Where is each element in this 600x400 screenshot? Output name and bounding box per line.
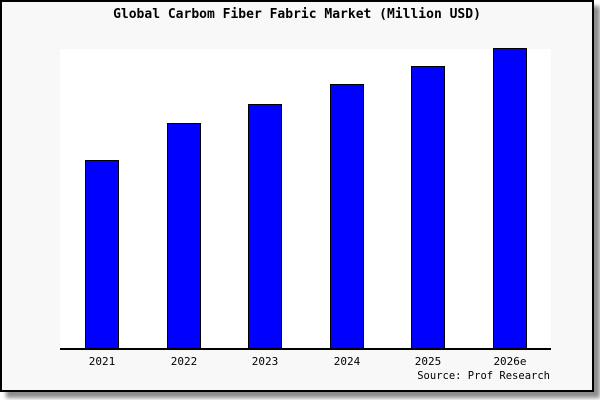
x-tick-label-2023: 2023	[251, 355, 279, 368]
x-tick-label-2021: 2021	[88, 355, 116, 368]
chart-frame: Global Carbom Fiber Fabric Market (Milli…	[0, 0, 594, 392]
bar-2022	[167, 123, 201, 348]
x-tick-label-2026e: 2026e	[493, 355, 527, 368]
source-note: Source: Prof Research	[417, 370, 550, 382]
bar-2025	[411, 66, 445, 348]
chart-title: Global Carbom Fiber Fabric Market (Milli…	[113, 7, 481, 22]
bar-2026e	[493, 48, 527, 348]
bar-2024	[330, 84, 364, 348]
bar-2021	[85, 160, 119, 348]
bar-2023	[248, 104, 282, 348]
x-tick-label-2022: 2022	[170, 355, 198, 368]
plot-area	[60, 48, 551, 350]
x-tick-label-2025: 2025	[414, 355, 442, 368]
x-tick-label-2024: 2024	[333, 355, 361, 368]
